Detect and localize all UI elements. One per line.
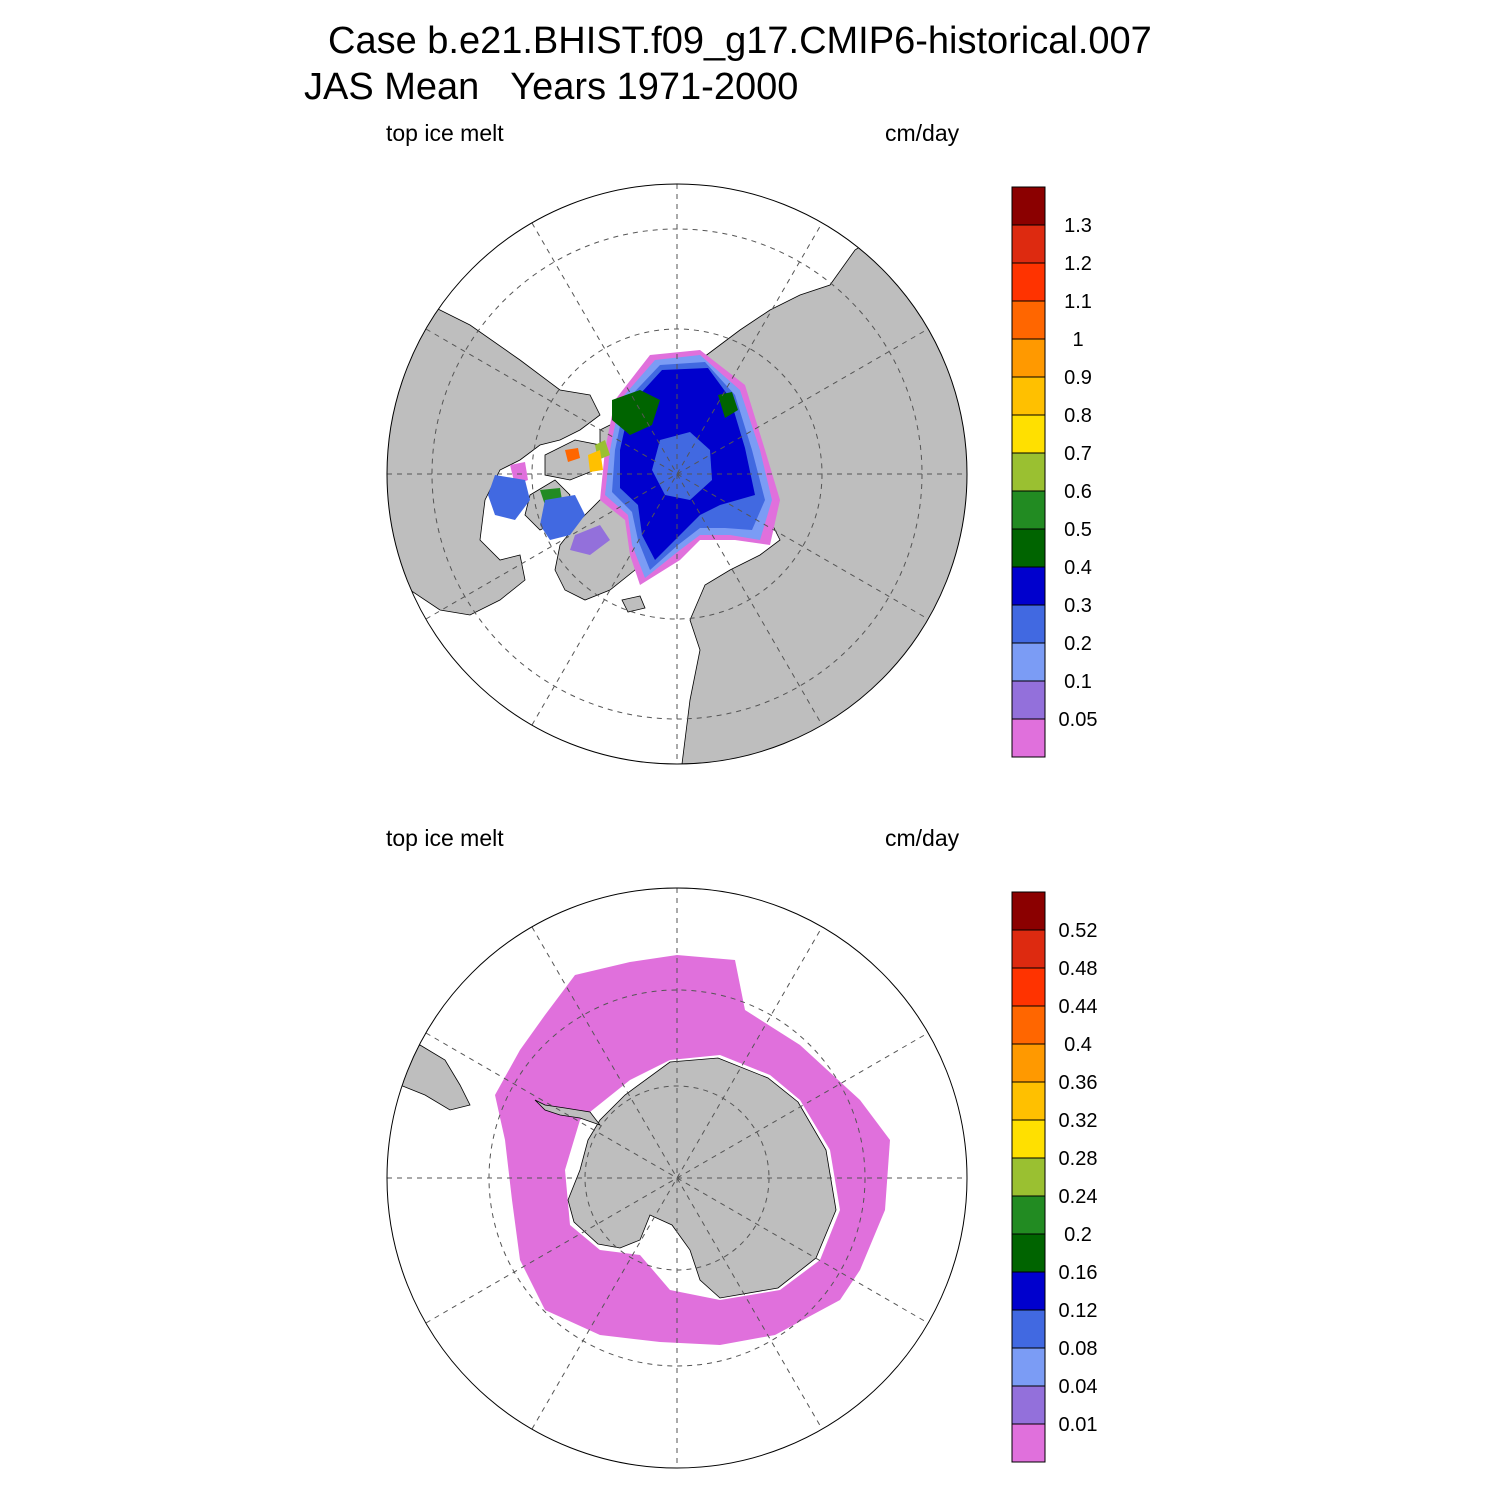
antarctic-map	[386, 887, 968, 1469]
antarctic-units-label: cm/day	[885, 825, 960, 851]
arctic-map-border	[386, 183, 968, 765]
antarctic-colorbar: 0.01 0.04 0.08 0.12 0.16 0.2 0.24 0.28 0.32 0.36 0…	[1011, 891, 1098, 1463]
colorbar-swatch	[1011, 1081, 1046, 1121]
colorbar-label: 0.3	[1064, 595, 1092, 617]
arctic-map-content	[387, 184, 967, 764]
colorbar-label: 0.12	[1059, 1300, 1098, 1322]
landmass-antarctic-peninsula	[534, 1099, 602, 1126]
colorbar-label: 0.2	[1064, 1224, 1092, 1246]
melt-band-labrador	[570, 525, 610, 555]
colorbar-swatch	[1011, 604, 1046, 644]
colorbar-label: 0.01	[1059, 1414, 1098, 1436]
arctic-graticule	[387, 184, 967, 764]
colorbar-label: 0.6	[1064, 481, 1092, 503]
colorbar-swatch	[1011, 1385, 1046, 1425]
colorbar-label: 0.48	[1059, 958, 1098, 980]
landmass-svalbard	[621, 595, 646, 613]
melt-band-hudson	[488, 475, 530, 520]
colorbar-label: 0.44	[1059, 996, 1098, 1018]
landmass-north-america	[387, 299, 601, 616]
melt-pocket-0.2	[652, 432, 712, 500]
colorbar-label: 0.4	[1064, 1034, 1092, 1056]
antarctic-map-border	[386, 887, 968, 1469]
arctic-variable-label: top ice melt	[386, 120, 504, 146]
colorbar-swatch	[1011, 642, 1046, 682]
colorbar-swatch	[1011, 1005, 1046, 1045]
colorbar-swatch	[1011, 300, 1046, 340]
colorbar-swatch	[1011, 1347, 1046, 1387]
colorbar-swatch	[1011, 224, 1046, 264]
colorbar-swatch	[1011, 452, 1046, 492]
colorbar-label: 0.8	[1064, 405, 1092, 427]
colorbar-swatch	[1011, 528, 1046, 568]
colorbar-swatch	[1011, 680, 1046, 720]
colorbar-swatch	[1011, 718, 1046, 758]
colorbar-label: 0.05	[1059, 709, 1098, 731]
colorbar-label: 1.2	[1064, 253, 1092, 275]
colorbar-swatch	[1011, 1309, 1046, 1349]
arctic-colorbar: 0.05 0.1 0.2 0.3 0.4 0.5 0.6 0.7 0.8 0.9 1 1.1 1.2 1.…	[1011, 186, 1098, 758]
colorbar-swatch	[1011, 376, 1046, 416]
colorbar-label: 0.9	[1064, 367, 1092, 389]
colorbar-label: 0.52	[1059, 920, 1098, 942]
arctic-units-label: cm/day	[885, 120, 960, 146]
colorbar-label: 0.7	[1064, 443, 1092, 465]
colorbar-label: 1	[1072, 329, 1083, 351]
colorbar-swatch	[1011, 414, 1046, 454]
colorbar-label: 1.1	[1064, 291, 1092, 313]
colorbar-swatch	[1011, 1195, 1046, 1235]
colorbar-label: 0.5	[1064, 519, 1092, 541]
colorbar-swatch	[1011, 1423, 1046, 1463]
colorbar-swatch	[1011, 1043, 1046, 1083]
melt-pocket-0.4-east	[718, 392, 738, 418]
colorbar-swatch	[1011, 929, 1046, 969]
antarctic-map-content	[387, 888, 967, 1468]
melt-band-baffin	[540, 495, 585, 540]
colorbar-swatch	[1011, 967, 1046, 1007]
colorbar-swatch	[1011, 1119, 1046, 1159]
colorbar-swatch	[1011, 490, 1046, 530]
arctic-map	[386, 183, 968, 765]
colorbar-label: 0.36	[1059, 1072, 1098, 1094]
colorbar-swatch	[1011, 891, 1046, 931]
colorbar-label: 0.04	[1059, 1376, 1098, 1398]
colorbar-swatch	[1011, 566, 1046, 606]
colorbar-swatch	[1011, 338, 1046, 378]
antarctic-variable-label: top ice melt	[386, 825, 504, 851]
colorbar-label: 0.2	[1064, 633, 1092, 655]
colorbar-label: 0.4	[1064, 557, 1092, 579]
antarctic-melt-ring	[495, 955, 890, 1345]
landmass-south-america	[394, 1044, 471, 1111]
colorbar-swatch	[1011, 1233, 1046, 1273]
colorbar-label: 0.08	[1059, 1338, 1098, 1360]
melt-pocket-0.8	[588, 450, 603, 472]
colorbar-swatch	[1011, 1157, 1046, 1197]
antarctic-graticule	[387, 888, 967, 1468]
colorbar-label: 0.28	[1059, 1148, 1098, 1170]
figure-title-line-1: Case b.e21.BHIST.f09_g17.CMIP6-historica…	[328, 20, 1152, 62]
colorbar-swatch	[1011, 262, 1046, 302]
figure-title-line-2: JAS Mean Years 1971-2000	[304, 66, 799, 108]
colorbar-swatch	[1011, 1271, 1046, 1311]
colorbar-label: 0.16	[1059, 1262, 1098, 1284]
colorbar-swatch	[1011, 186, 1046, 226]
colorbar-label: 0.24	[1059, 1186, 1098, 1208]
colorbar-label: 0.1	[1064, 671, 1092, 693]
colorbar-label: 1.3	[1064, 215, 1092, 237]
melt-pocket-1.2	[565, 448, 580, 462]
colorbar-label: 0.32	[1059, 1110, 1098, 1132]
